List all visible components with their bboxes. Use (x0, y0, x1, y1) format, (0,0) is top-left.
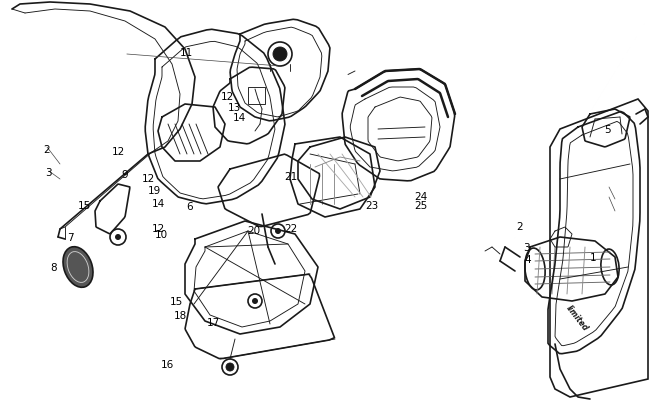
Text: 2: 2 (517, 222, 523, 232)
Circle shape (115, 234, 121, 241)
Text: 11: 11 (180, 48, 193, 58)
Text: 10: 10 (155, 230, 168, 240)
Circle shape (226, 363, 234, 371)
Ellipse shape (63, 247, 93, 288)
Text: 22: 22 (285, 224, 298, 234)
Text: 7: 7 (67, 232, 73, 242)
Text: 5: 5 (604, 125, 611, 134)
Text: 15: 15 (78, 201, 91, 211)
Text: 19: 19 (148, 185, 161, 195)
Text: limited: limited (564, 303, 590, 332)
Text: 25: 25 (415, 201, 428, 211)
Text: 13: 13 (227, 102, 240, 112)
Text: 2: 2 (44, 145, 50, 155)
Text: 14: 14 (233, 113, 246, 122)
Circle shape (273, 48, 287, 62)
Text: 16: 16 (161, 360, 174, 369)
Text: 12: 12 (151, 224, 164, 234)
Text: 18: 18 (174, 310, 187, 320)
Text: 6: 6 (187, 202, 193, 211)
Text: 4: 4 (525, 254, 531, 264)
Text: 3: 3 (523, 242, 530, 252)
Text: 23: 23 (365, 201, 378, 211)
Text: 1: 1 (590, 252, 596, 262)
Text: 8: 8 (51, 262, 57, 272)
Text: 20: 20 (247, 226, 260, 236)
Text: 12: 12 (112, 147, 125, 157)
Text: 9: 9 (122, 169, 128, 179)
Circle shape (275, 228, 281, 234)
Text: 12: 12 (221, 92, 234, 102)
Text: 12: 12 (142, 173, 155, 183)
Text: 15: 15 (170, 297, 183, 307)
Text: 14: 14 (151, 198, 164, 208)
Circle shape (252, 298, 258, 304)
Text: 17: 17 (207, 317, 220, 327)
Text: 3: 3 (46, 167, 52, 177)
Text: 24: 24 (415, 191, 428, 201)
Text: 21: 21 (285, 171, 298, 181)
